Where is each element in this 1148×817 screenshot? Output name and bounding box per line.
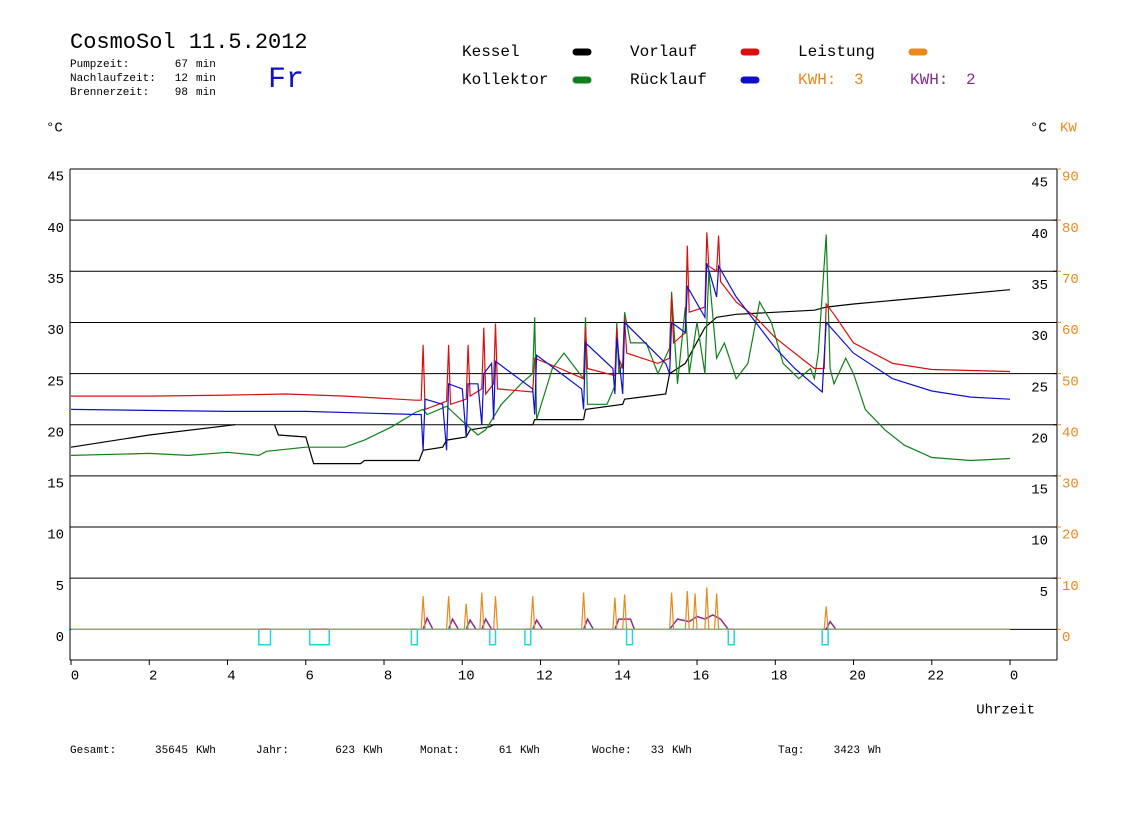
y-right-tick-label: 45	[1031, 176, 1048, 192]
legend-label: Vorlauf	[630, 43, 697, 61]
y-tick-label: 10	[47, 528, 64, 544]
total-unit: KWh	[520, 745, 540, 757]
y-unit: °C	[46, 121, 63, 137]
kwh-label: KWH:	[910, 71, 948, 89]
x-tick-label: 18	[771, 669, 788, 685]
y-right-tick-label: 25	[1031, 380, 1048, 396]
series-line	[71, 587, 1010, 630]
y-tick-label: 0	[56, 630, 64, 646]
kwh-label: KWH:	[798, 71, 836, 89]
x-tick-label: 20	[849, 669, 866, 685]
total-unit: KWh	[196, 745, 216, 757]
stat-unit: min	[196, 87, 216, 99]
y-tick-label: 35	[47, 272, 64, 288]
legend-label: Leistung	[798, 43, 875, 61]
legend-label: Kollektor	[462, 71, 548, 89]
total-label: Tag:	[778, 745, 804, 757]
y-tick-label: 25	[47, 374, 64, 390]
total-label: Jahr:	[256, 745, 289, 757]
y-right-tick-label: 20	[1031, 431, 1048, 447]
x-tick-label: 10	[458, 669, 475, 685]
y2-tick-label: 20	[1062, 528, 1079, 544]
stat-unit: min	[196, 73, 216, 85]
series-line	[70, 289, 1011, 465]
total-unit: Wh	[868, 745, 881, 757]
x-tick-label: 0	[71, 669, 79, 685]
x-tick-label: 6	[306, 669, 314, 685]
y-tick-label: 5	[56, 579, 64, 595]
total-value: 3423	[834, 745, 860, 757]
total-value: 35645	[155, 745, 188, 757]
y-tick-label: 15	[47, 477, 64, 493]
y2-tick-label: 90	[1062, 170, 1079, 186]
series-line	[70, 234, 1011, 462]
stat-label: Brennerzeit:	[70, 87, 149, 99]
y2-unit: KW	[1060, 121, 1077, 137]
total-unit: KWh	[672, 745, 692, 757]
y2-tick-label: 30	[1062, 477, 1079, 493]
stat-value: 98	[175, 87, 188, 99]
y-tick-label: 40	[47, 221, 64, 237]
y2-tick-label: 50	[1062, 374, 1079, 390]
y2-tick-label: 40	[1062, 425, 1079, 441]
y-tick-label: 45	[47, 170, 64, 186]
stat-value: 12	[175, 73, 188, 85]
series-line	[70, 262, 1011, 451]
y2-tick-label: 70	[1062, 272, 1079, 288]
total-value: 33	[651, 745, 664, 757]
series-line	[71, 614, 1010, 631]
x-axis-label: Uhrzeit	[976, 703, 1035, 719]
x-tick-label: 4	[227, 669, 235, 685]
y2-tick-label: 80	[1062, 221, 1079, 237]
y-right-tick-label: 5	[1040, 585, 1048, 601]
x-tick-label: 14	[614, 669, 631, 685]
kwh-value: 2	[966, 71, 976, 89]
stat-value: 67	[175, 59, 188, 71]
total-unit: KWh	[363, 745, 383, 757]
x-tick-label: 2	[149, 669, 157, 685]
y2-tick-label: 60	[1062, 323, 1079, 339]
y-tick-label: 30	[47, 323, 64, 339]
y-right-tick-label: 35	[1031, 278, 1048, 294]
total-value: 623	[335, 745, 355, 757]
y2-tick-label: 0	[1062, 630, 1070, 646]
y2-tick-label: 10	[1062, 579, 1079, 595]
total-value: 61	[499, 745, 513, 757]
y-right-tick-label: 30	[1031, 329, 1048, 345]
x-tick-label: 22	[927, 669, 944, 685]
y-right-tick-label: 10	[1031, 534, 1048, 550]
x-tick-label: 12	[536, 669, 553, 685]
series-line	[71, 628, 1010, 646]
y-right-tick-label: 40	[1031, 227, 1048, 243]
stat-label: Nachlaufzeit:	[70, 73, 156, 85]
y-tick-label: 20	[47, 425, 64, 441]
legend-label: Rücklauf	[630, 71, 707, 89]
legend-label: Kessel	[462, 43, 520, 61]
y-right-tick-label: 15	[1031, 483, 1048, 499]
day-label: Fr	[268, 63, 304, 97]
x-tick-label: 16	[693, 669, 710, 685]
series-line	[71, 232, 1011, 411]
total-label: Monat:	[420, 745, 460, 757]
stat-label: Pumpzeit:	[70, 59, 129, 71]
x-tick-label: 0	[1010, 669, 1018, 685]
chart-title: CosmoSol 11.5.2012	[70, 30, 308, 55]
total-label: Woche:	[592, 745, 632, 757]
x-tick-label: 8	[384, 669, 392, 685]
stat-unit: min	[196, 59, 216, 71]
y-right-unit: °C	[1030, 121, 1047, 137]
kwh-value: 3	[854, 71, 864, 89]
total-label: Gesamt:	[70, 745, 116, 757]
